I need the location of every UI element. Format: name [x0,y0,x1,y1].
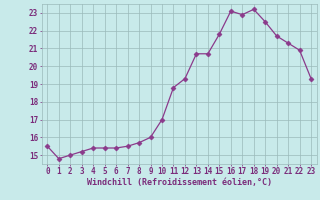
X-axis label: Windchill (Refroidissement éolien,°C): Windchill (Refroidissement éolien,°C) [87,178,272,187]
